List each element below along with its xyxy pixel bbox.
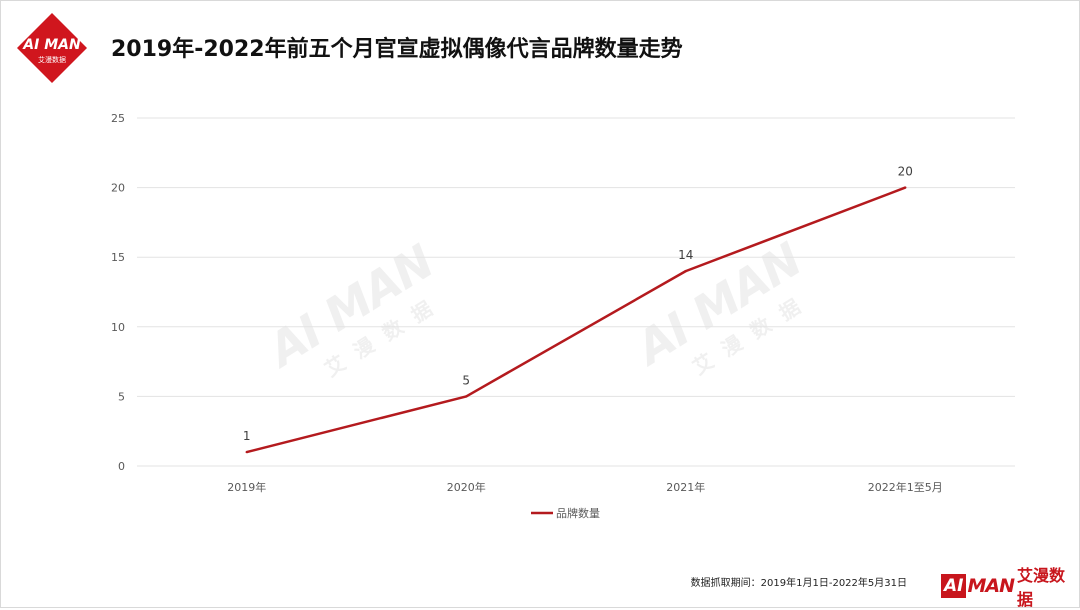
- y-tick-label: 25: [111, 112, 125, 125]
- y-tick-label: 15: [111, 251, 125, 264]
- data-period-note: 数据抓取期间：2019年1月1日-2022年5月31日: [690, 578, 907, 589]
- data-point: [465, 395, 468, 398]
- y-tick-label: 5: [118, 390, 125, 403]
- data-label: 1: [243, 429, 251, 443]
- logo-main-text: AI MAN: [22, 37, 81, 53]
- brand-cn-text: 艾漫数据: [1017, 566, 1066, 609]
- legend-label: 品牌数量: [556, 506, 600, 520]
- x-tick-label: 2020年: [447, 480, 486, 494]
- brand-man-text: MAN: [967, 575, 1015, 597]
- y-axis-ticks: 0 5 10 15 20 25: [111, 112, 125, 473]
- footer-brand-logo: AI MAN 艾漫数据: [941, 566, 1079, 609]
- grid-layer: [137, 117, 1015, 467]
- x-tick-label: 2022年1至5月: [868, 480, 943, 494]
- y-tick-label: 10: [111, 321, 125, 334]
- legend: 品牌数量: [531, 506, 600, 520]
- y-tick-label: 20: [111, 182, 125, 195]
- logo-sub-text: 艾漫数据: [38, 55, 66, 64]
- data-label: 20: [898, 165, 913, 179]
- data-point: [904, 186, 907, 189]
- logo-diamond-icon: [17, 13, 87, 83]
- series-line: [246, 186, 906, 454]
- brand-ai-text: AI: [941, 574, 967, 598]
- series-layer: [245, 186, 907, 454]
- y-tick-label: 0: [118, 460, 125, 473]
- aiman-logo: AI MAN 艾漫数据: [17, 13, 87, 83]
- data-labels: 1 5 14 20: [243, 165, 913, 443]
- data-label: 14: [678, 248, 693, 262]
- data-point: [684, 269, 687, 273]
- x-tick-label: 2021年: [666, 480, 705, 494]
- data-label: 5: [462, 373, 470, 387]
- page-title: 2019年-2022年前五个月官宣虚拟偶像代言品牌数量走势: [111, 37, 683, 62]
- x-tick-label: 2019年: [227, 480, 266, 494]
- x-axis-ticks: 2019年 2020年 2021年 2022年1至5月: [227, 480, 943, 494]
- data-point: [245, 450, 248, 454]
